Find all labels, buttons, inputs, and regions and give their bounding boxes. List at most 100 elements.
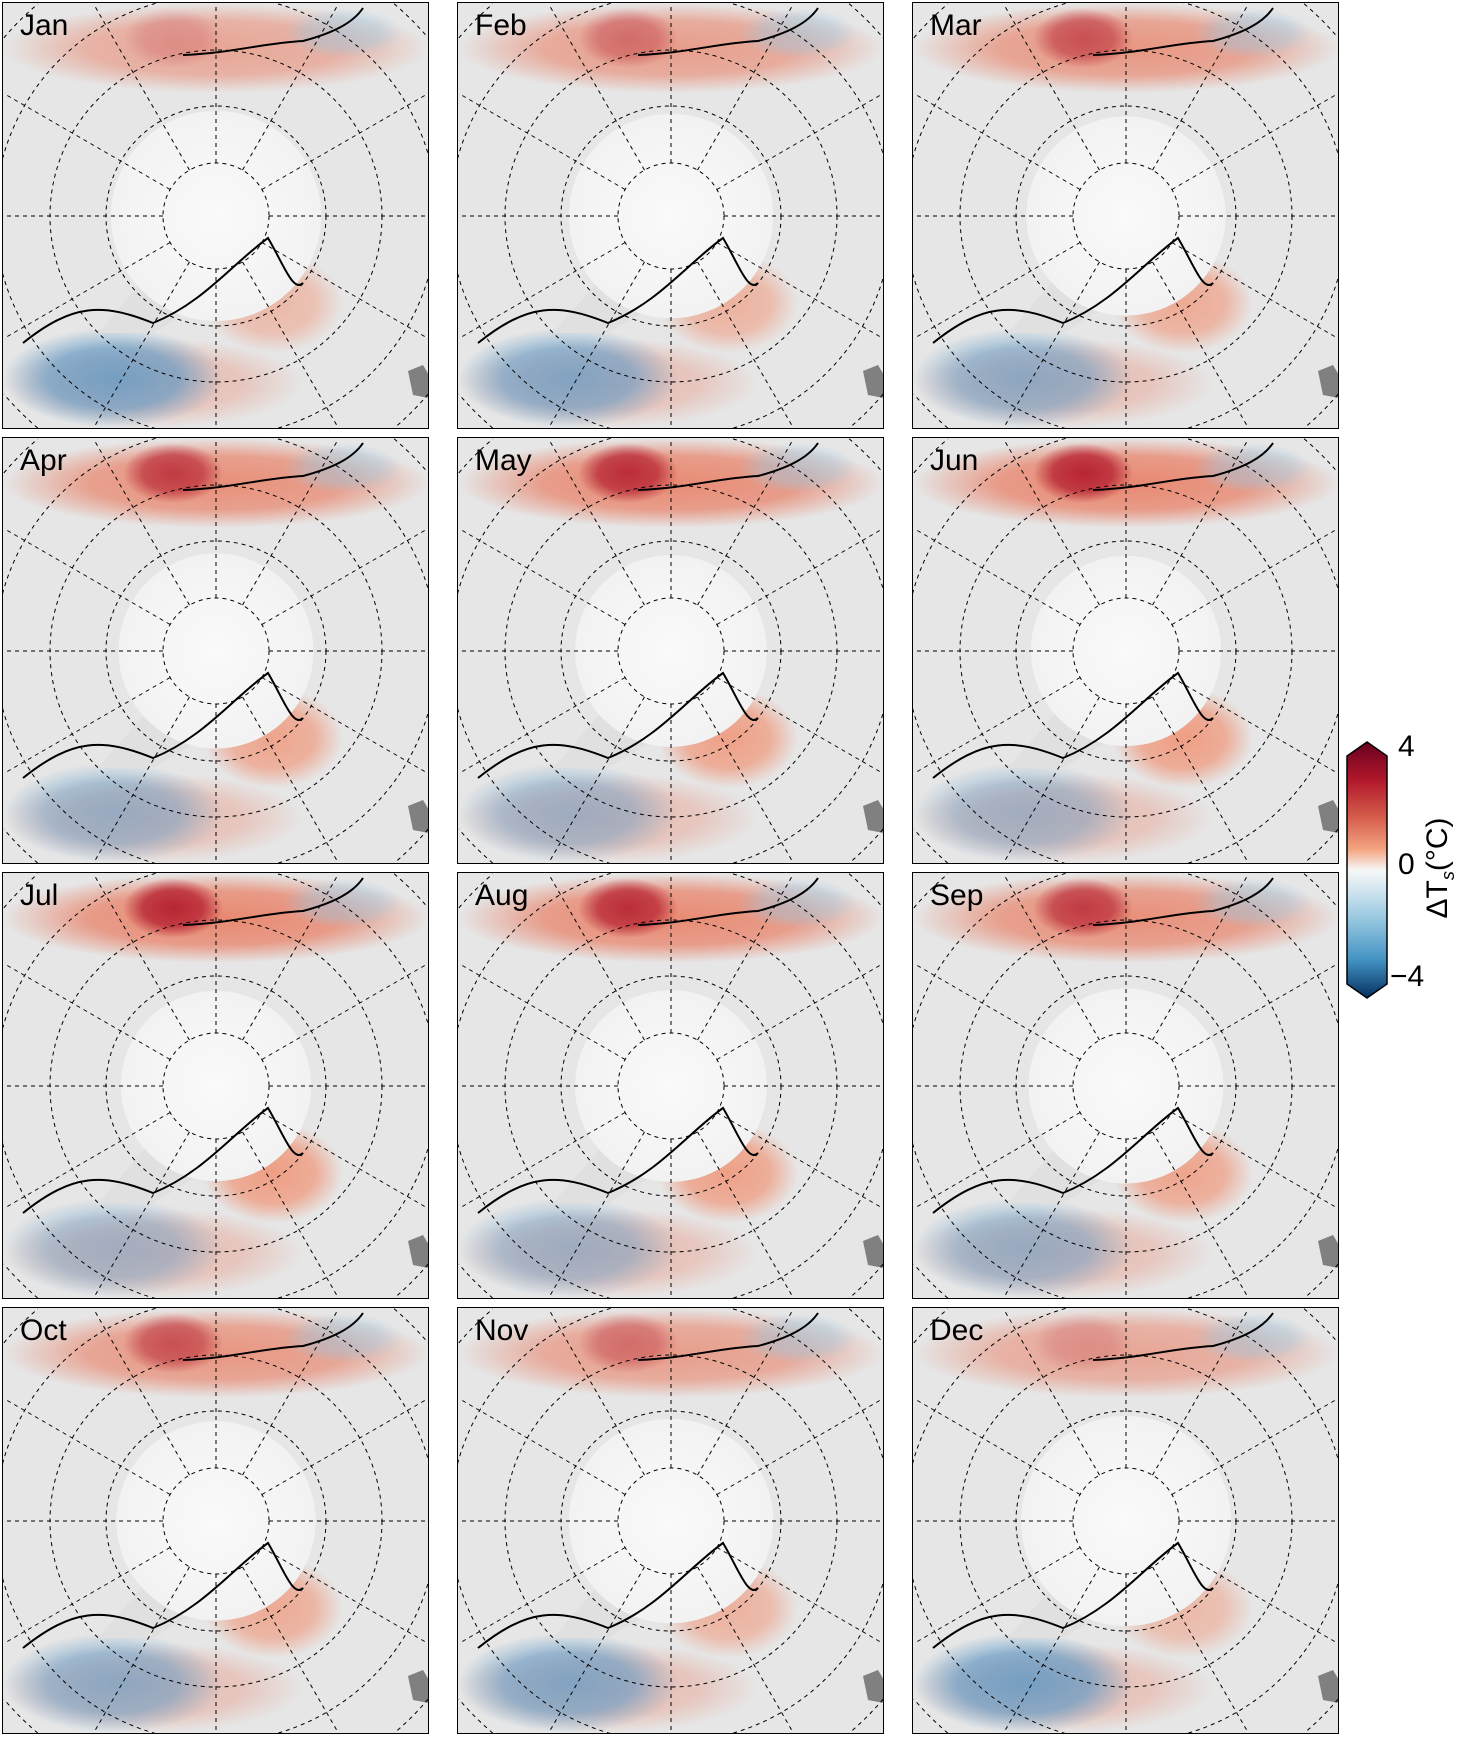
colorbar-label: ΔTs(°C) [1421, 817, 1458, 919]
land-patch [408, 800, 428, 833]
map-panel-jan: Jan [2, 2, 429, 429]
sea-ice-region [120, 990, 312, 1182]
anomaly-cool-atlantic [458, 1633, 678, 1733]
land-patch [408, 1235, 428, 1268]
map-panel-jun: Jun [912, 437, 1339, 864]
land-patch [1318, 1670, 1338, 1703]
map-panel-mar: Mar [912, 2, 1339, 429]
anomaly-cool-atlantic [3, 1633, 223, 1733]
latitude-circle [3, 873, 428, 1298]
sea-ice-region [575, 555, 767, 747]
map-panel-nov: Nov [457, 1307, 884, 1734]
ice-edge-contour [932, 671, 1214, 779]
anomaly-cool-pacific [283, 1313, 403, 1363]
month-label: Jul [20, 879, 59, 912]
sea-ice-region [568, 113, 774, 319]
sea-ice-region [118, 553, 314, 749]
anomaly-hotspot [123, 1313, 223, 1373]
month-label: Aug [475, 879, 529, 912]
ice-edge-contour-pacific [1092, 442, 1274, 491]
anomaly-cool-atlantic [458, 763, 678, 863]
land-patch [1318, 1235, 1338, 1268]
map-panel-may: May [457, 437, 884, 864]
anomaly-hotspot [1033, 1313, 1133, 1373]
month-label: Sep [930, 879, 984, 912]
land-patch [863, 800, 883, 833]
anomaly-hotspot [123, 443, 223, 503]
map-panel-aug: Aug [457, 872, 884, 1299]
ice-edge-contour-pacific [1092, 877, 1274, 926]
colorbar-fill [1346, 741, 1388, 999]
map-panel-feb: Feb [457, 2, 884, 429]
anomaly-hotspot [1033, 878, 1133, 938]
colorbar-tick-max: 4 [1398, 730, 1415, 763]
latitude-circle [3, 3, 428, 428]
anomaly-cool-pacific [1193, 8, 1313, 58]
sea-ice-region [575, 990, 767, 1182]
latitude-circle [3, 438, 428, 863]
anomaly-cool-pacific [738, 1313, 858, 1363]
ice-edge-contour-pacific [637, 442, 819, 491]
month-label: Nov [475, 1314, 529, 1347]
anomaly-hotspot [123, 878, 223, 938]
anomaly-cool-pacific [1193, 878, 1313, 928]
anomaly-hotspot [578, 8, 678, 68]
anomaly-cool-atlantic [3, 763, 223, 863]
land-patch [408, 1670, 428, 1703]
map-panel-jul: Jul [2, 872, 429, 1299]
ice-edge-contour-pacific [182, 877, 364, 926]
land-patch [1318, 800, 1338, 833]
month-label: Jun [930, 444, 979, 477]
latitude-circle [913, 873, 1338, 1298]
sea-ice-region [1026, 116, 1226, 316]
ice-edge-contour-pacific [182, 442, 364, 491]
anomaly-cool-pacific [283, 878, 403, 928]
latitude-circle [913, 438, 1338, 863]
land-patch [863, 1670, 883, 1703]
anomaly-cool-atlantic [458, 1198, 678, 1298]
anomaly-cool-atlantic [913, 1198, 1133, 1298]
anomaly-cool-pacific [283, 443, 403, 493]
map-panel-apr: Apr [2, 437, 429, 864]
anomaly-hotspot [1033, 443, 1133, 503]
anomaly-cool-pacific [738, 8, 858, 58]
sea-ice-region [1030, 555, 1222, 747]
month-label: Jan [20, 9, 69, 42]
month-label: Feb [475, 9, 527, 42]
anomaly-cool-atlantic [3, 328, 223, 428]
ice-edge-contour-pacific [182, 7, 364, 56]
ice-edge-contour [22, 671, 304, 779]
latitude-circle [458, 873, 883, 1298]
latitude-circle [458, 3, 883, 428]
anomaly-cool-atlantic [458, 328, 678, 428]
anomaly-hotspot [578, 878, 678, 938]
latitude-circle [458, 438, 883, 863]
anomaly-cool-pacific [738, 878, 858, 928]
ice-edge-contour [22, 1106, 304, 1214]
anomaly-cool-pacific [1193, 1313, 1313, 1363]
ice-edge-contour-pacific [637, 1312, 819, 1361]
map-panel-oct: Oct [2, 1307, 429, 1734]
anomaly-cool-pacific [738, 443, 858, 493]
latitude-circle [913, 1308, 1338, 1733]
ice-edge-contour [477, 236, 759, 344]
latitude-circle [913, 3, 1338, 428]
land-patch [863, 1235, 883, 1268]
map-panel-dec: Dec [912, 1307, 1339, 1734]
land-patch [1318, 365, 1338, 398]
ice-edge-contour [932, 1106, 1214, 1214]
month-label: Mar [930, 9, 982, 42]
ice-edge-contour-pacific [637, 7, 819, 56]
sea-ice-region [116, 1421, 316, 1621]
ice-edge-contour [22, 236, 304, 344]
ice-edge-contour-pacific [1092, 7, 1274, 56]
sea-ice-region [568, 1418, 774, 1624]
ice-edge-contour [932, 1541, 1214, 1649]
month-label: Oct [20, 1314, 67, 1347]
ice-edge-contour [22, 1541, 304, 1649]
anomaly-hotspot [123, 8, 223, 68]
anomaly-cool-atlantic [3, 1198, 223, 1298]
anomaly-cool-atlantic [913, 763, 1133, 863]
latitude-circle [3, 1308, 428, 1733]
month-label: Dec [930, 1314, 984, 1347]
